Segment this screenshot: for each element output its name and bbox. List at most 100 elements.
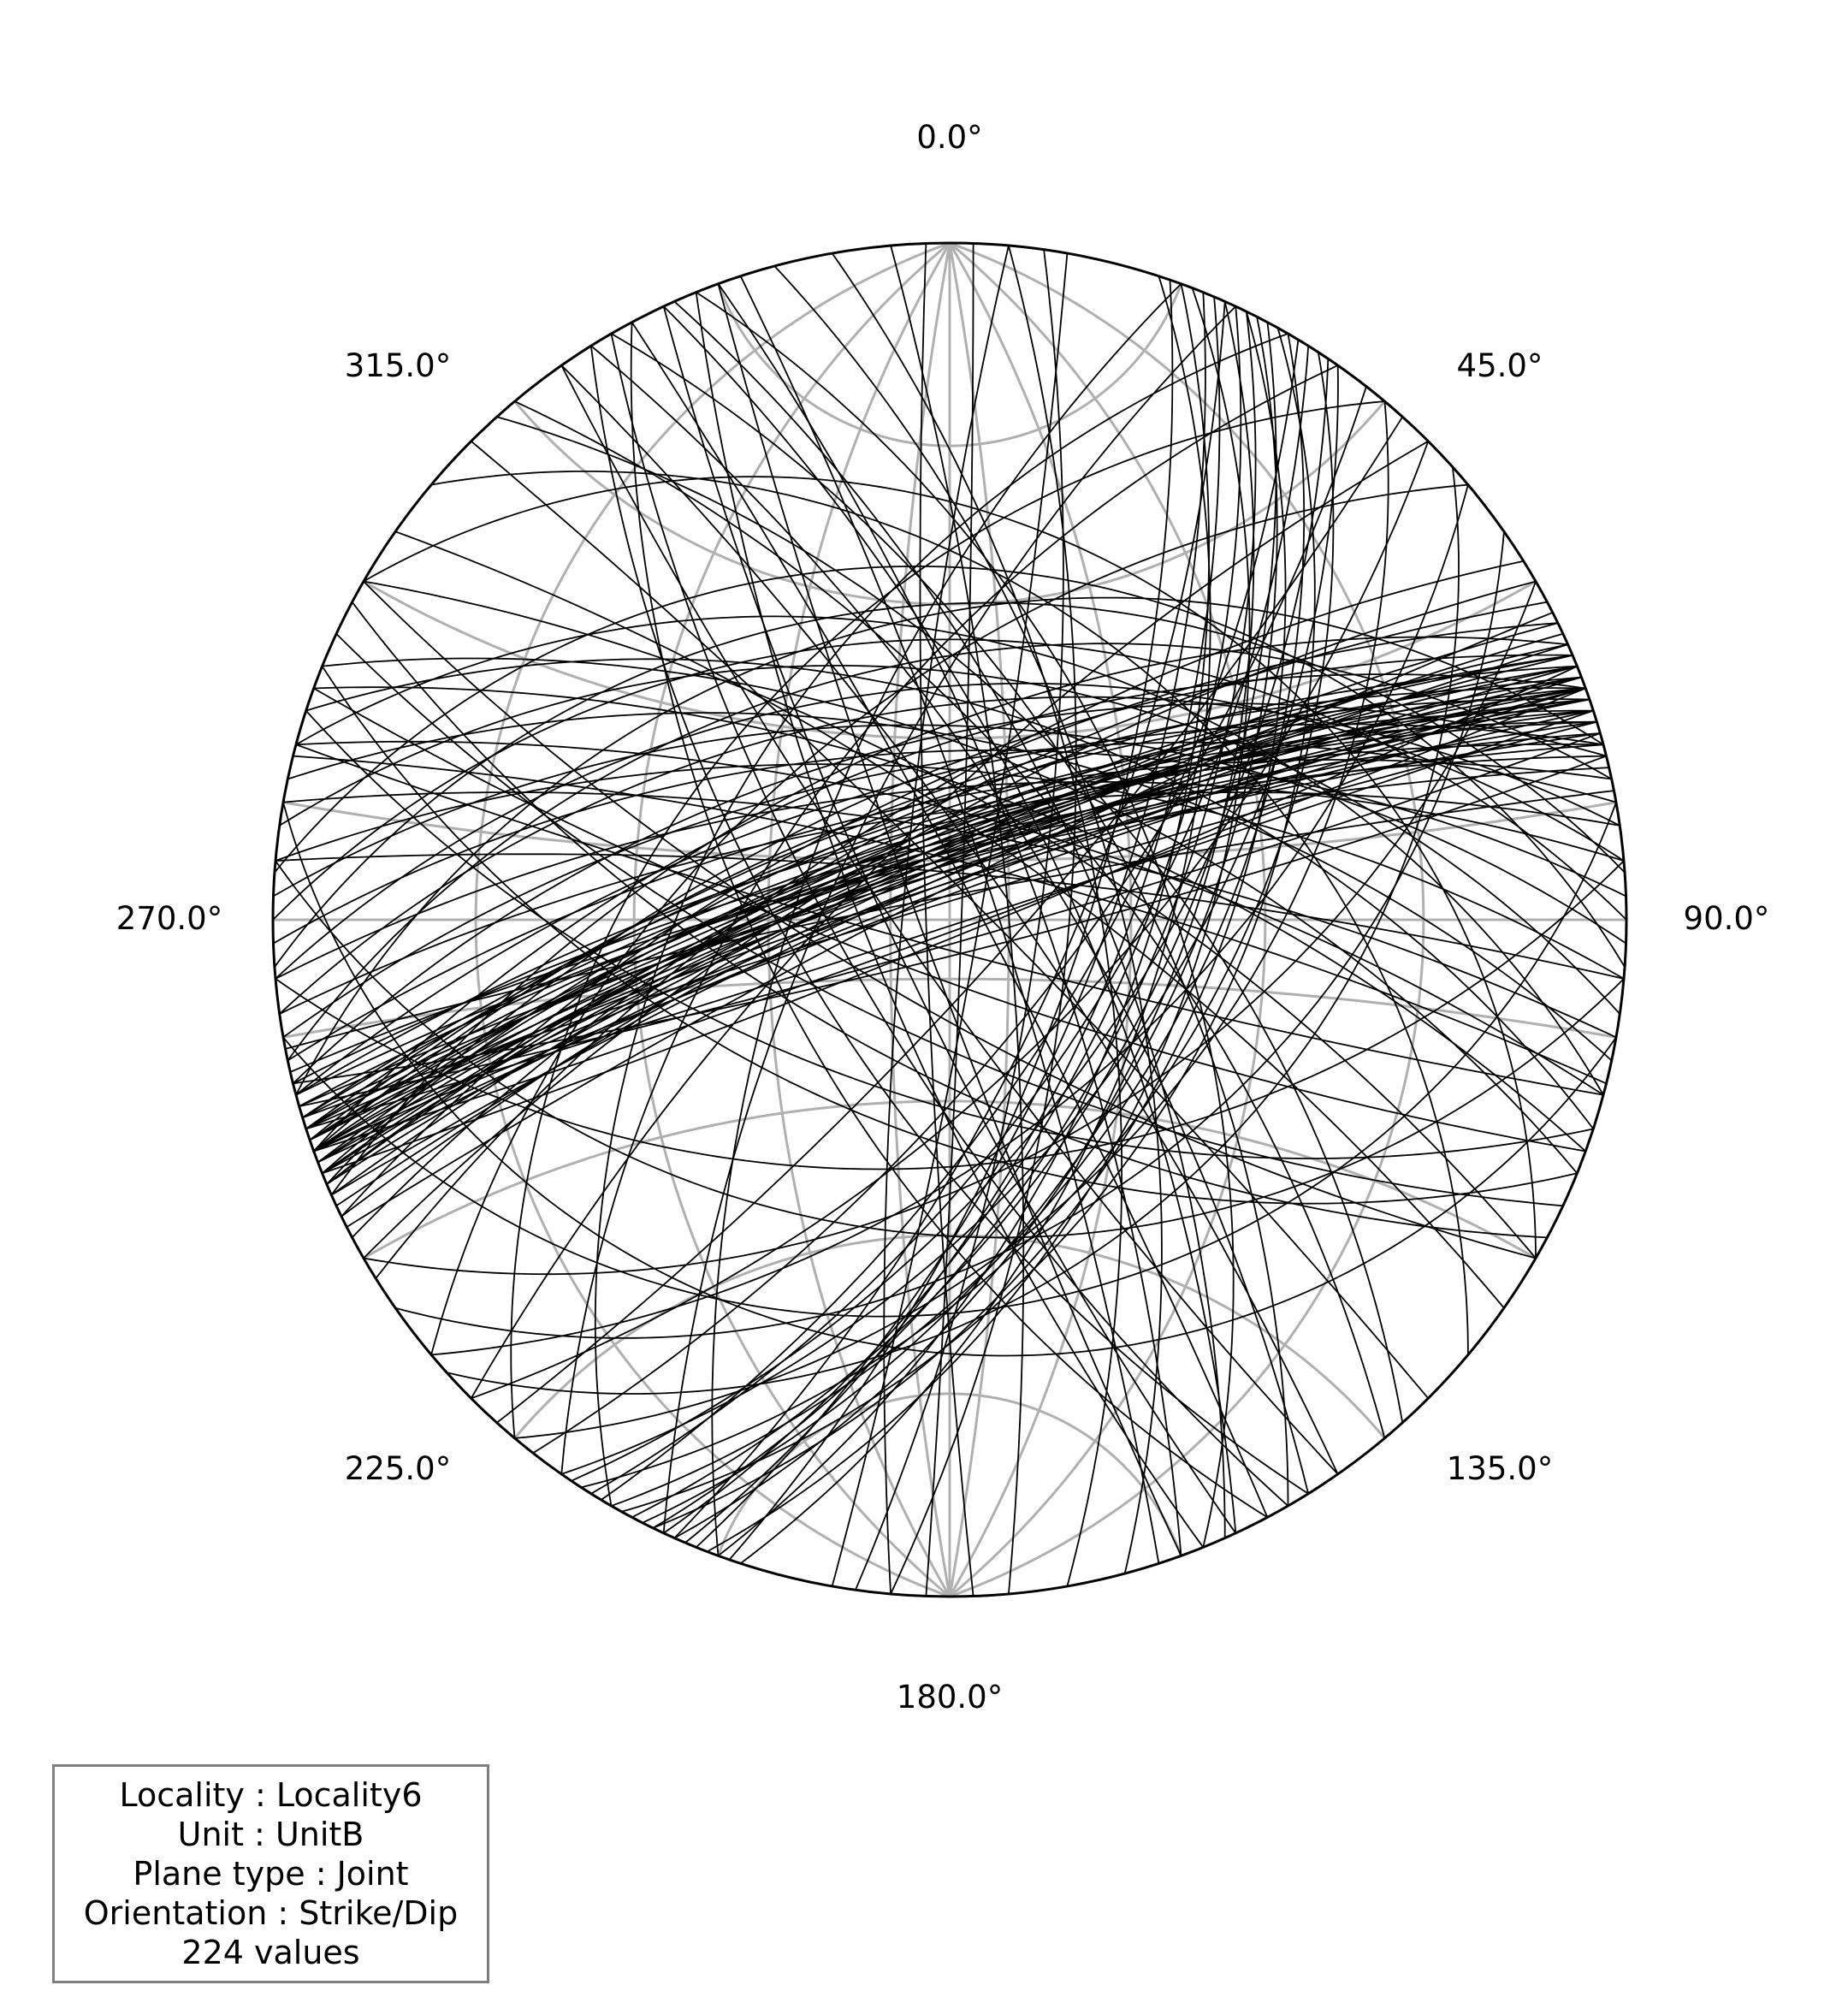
great-circle-plane (275, 860, 1625, 1239)
grid-meridian (767, 243, 951, 1597)
info-unit: Unit : UnitB (177, 1816, 364, 1853)
great-circle-plane (287, 643, 1613, 1062)
great-circle-plane (831, 252, 1122, 1587)
great-circle-plane (696, 292, 1206, 1549)
great-circle-plane (305, 709, 1594, 1130)
great-circle-plane (611, 333, 1306, 1507)
great-circle-plane (313, 673, 1586, 1153)
great-circle-plane (279, 791, 1620, 1015)
azimuth-label-315: 315.0° (345, 347, 451, 384)
great-circle-plane (322, 665, 1578, 1174)
grid-meridian (949, 243, 1267, 1597)
great-circle-plane (739, 276, 1160, 1564)
great-circle-plane (773, 265, 1163, 1574)
great-circle-plane (299, 732, 1601, 1107)
great-circle-plane (273, 750, 1626, 945)
great-circle-plane (430, 483, 1468, 1355)
great-circle-plane (630, 322, 1268, 1519)
great-circle-plane (590, 346, 1310, 1495)
great-circle-plane (430, 471, 1469, 1355)
great-circle-plane (532, 386, 1367, 1455)
great-circle-plane (313, 687, 1586, 1153)
great-circle-plane (309, 698, 1590, 1141)
great-circle-plane (363, 580, 1537, 1259)
great-circle-plane (287, 712, 1613, 1062)
great-circle-plane (275, 853, 1625, 980)
great-circle-plane (663, 305, 1237, 1533)
great-circle-plane (571, 358, 1330, 1482)
info-count: 224 values (181, 1934, 360, 1971)
great-circles (273, 243, 1626, 1597)
great-circle-plane (662, 305, 1236, 1533)
great-circle-plane (363, 580, 1537, 1259)
great-circle-plane (711, 283, 1182, 1556)
great-circle-plane (717, 283, 1182, 1556)
info-box: Locality : Locality6 Unit : UnitB Plane … (52, 1764, 489, 1983)
grid-parallel (363, 1099, 1537, 1259)
great-circle-plane (274, 601, 1626, 968)
great-circle-plane (496, 416, 1404, 1423)
azimuth-label-45: 45.0° (1457, 347, 1543, 384)
great-circle-plane (740, 276, 1211, 1565)
great-circle-plane (322, 657, 1578, 1174)
great-circle-plane (431, 484, 1469, 1356)
great-circle-plane (447, 466, 1460, 1395)
great-circle-plane (707, 287, 1251, 1553)
great-circle-plane (341, 622, 1558, 1218)
grid-parallel (717, 1392, 1182, 1556)
great-circle-plane (282, 802, 1617, 1357)
great-circle-plane (514, 400, 1386, 1439)
grid-parallel (513, 1234, 1386, 1439)
great-circle-plane (313, 687, 1586, 1153)
great-circle-plane (890, 245, 1025, 1595)
great-circle-plane (341, 622, 1559, 1218)
great-circle-plane (589, 346, 1309, 1495)
great-circle-plane (313, 686, 1586, 1153)
great-circle-plane (335, 633, 1563, 1207)
great-circle-plane (560, 364, 1339, 1474)
great-circle-plane (335, 632, 1564, 1207)
info-locality: Locality : Locality6 (119, 1776, 423, 1814)
azimuth-label-225: 225.0° (345, 1450, 451, 1487)
info-plane-type: Plane type : Joint (133, 1855, 409, 1893)
azimuth-label-90: 90.0° (1684, 900, 1770, 937)
primitive-circle (271, 241, 1628, 1598)
azimuth-label-0: 0.0° (916, 119, 982, 156)
info-orientation: Orientation : Strike/Dip (83, 1894, 459, 1932)
great-circle-plane (594, 333, 1288, 1507)
great-circle-plane (919, 243, 974, 1597)
great-circle-plane (610, 333, 1289, 1507)
great-circle-plane (305, 658, 1595, 1129)
great-circle-plane (631, 322, 1269, 1518)
azimuth-label-135: 135.0° (1447, 1450, 1553, 1487)
great-circle-plane (580, 352, 1335, 1489)
grid-parallel (717, 283, 1182, 447)
great-circle-plane (363, 580, 1537, 1259)
great-circle-plane (326, 654, 1573, 1185)
great-circle-plane (346, 612, 1554, 1228)
great-circle-plane (560, 364, 1339, 1475)
great-circle-plane (590, 345, 1310, 1495)
great-circle-plane (321, 666, 1578, 1205)
great-circle-plane (275, 860, 1625, 1170)
great-circle-plane (295, 743, 1604, 1096)
great-circle-plane (363, 581, 1537, 1276)
azimuth-labels: 0.0° 45.0° 90.0° 135.0° 180.0° 225.0° 27… (116, 119, 1770, 1715)
great-circle-plane (285, 790, 1614, 1050)
great-circle-plane (510, 400, 1385, 1438)
great-circle-plane (652, 311, 1257, 1529)
great-circle-plane (652, 311, 1287, 1529)
great-circle-plane (728, 280, 1174, 1561)
great-circle-plane (274, 566, 1626, 968)
great-circle-plane (471, 441, 1429, 1399)
great-circle-plane (282, 802, 1617, 1318)
azimuth-label-180: 180.0° (897, 1679, 1003, 1715)
great-circle-plane (662, 305, 1237, 1534)
great-circle-plane (394, 530, 1505, 1309)
great-circle-plane (925, 243, 974, 1597)
great-circle-plane (309, 698, 1590, 1141)
great-circle-plane (673, 301, 1255, 1539)
great-circle-plane (295, 744, 1604, 1096)
great-circle-plane (695, 292, 1205, 1548)
